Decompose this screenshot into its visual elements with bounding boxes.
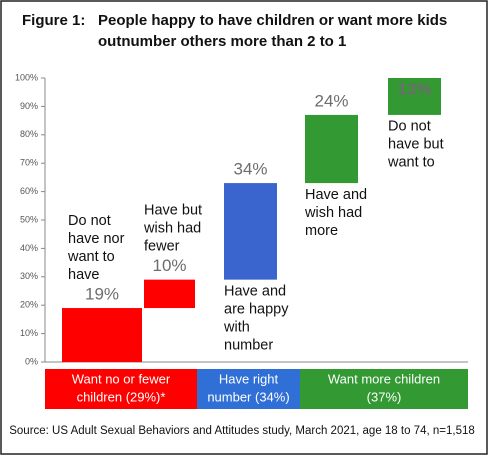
figure-label: Figure 1: [22,12,85,29]
y-tick-label: 70% [20,158,38,168]
bar [305,114,358,184]
group-label: (37%) [367,389,402,404]
annotation: are happy [224,301,289,317]
chart-title: outnumber others more than 2 to 1 [98,33,346,50]
annotation: wish had [304,205,362,221]
annotation: Have but [144,202,202,218]
value-label: 19% [85,285,119,304]
source: Source: US Adult Sexual Behaviors and At… [9,425,475,437]
annotation: fewer [144,238,180,254]
bar [144,279,195,309]
annotation: with [223,319,250,335]
annotation: Do not [388,119,431,135]
bar [62,308,142,362]
value-label: 34% [233,160,267,179]
bar [224,183,277,280]
annotation: Have and [224,283,286,299]
value-label: 10% [152,256,186,275]
value-label: 13% [397,79,431,98]
annotation: wish had [143,220,201,236]
y-tick-label: 90% [20,101,38,111]
y-tick-label: 10% [20,328,38,338]
y-tick-label: 30% [20,271,38,281]
annotation: have but [388,137,444,153]
annotation: Do not [68,213,111,229]
y-tick-label: 20% [20,300,38,310]
value-label: 24% [314,91,348,110]
bar [388,78,441,115]
chart-title: People happy to have children or want mo… [98,12,447,29]
y-tick-label: 0% [25,356,38,366]
annotation: have [68,267,99,283]
y-tick-label: 80% [20,129,38,139]
annotation: want to [67,249,115,265]
group-label: Want no or fewer [72,371,171,386]
annotation: number [224,337,273,353]
group-label: Want more children [328,371,440,386]
y-tick-label: 40% [20,243,38,253]
y-tick-label: 50% [20,214,38,224]
annotation: want to [387,155,435,171]
annotation: more [305,223,338,239]
annotation: have nor [68,231,125,247]
group-band [197,369,300,409]
group-band [45,369,197,409]
group-band [300,369,468,409]
group-label: children (29%)* [77,389,166,404]
group-label: number (34%) [207,389,289,404]
y-tick-label: 60% [20,186,38,196]
annotation: Have and [305,187,367,203]
group-label: Have right [219,371,279,386]
y-tick-label: 100% [15,72,38,82]
